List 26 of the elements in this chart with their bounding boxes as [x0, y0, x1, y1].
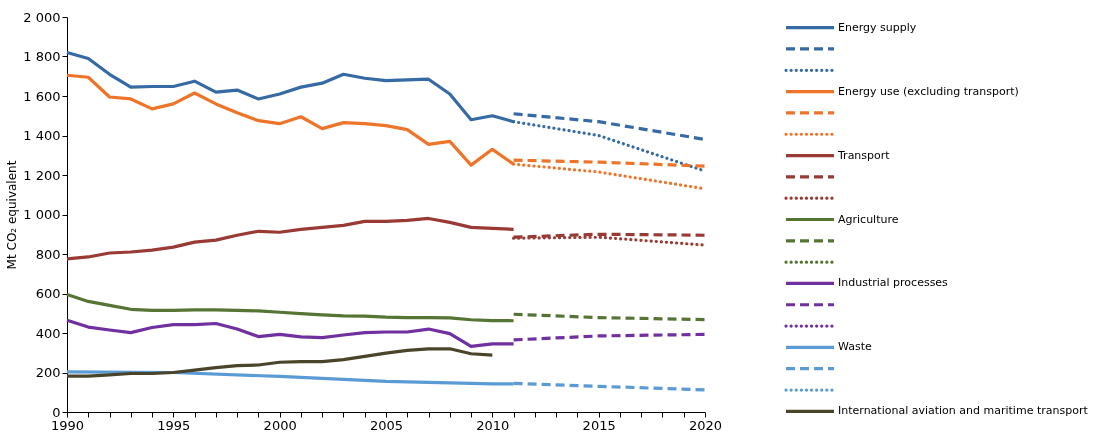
y-tick-label: 1 600: [23, 88, 61, 104]
legend-label: Transport: [837, 148, 891, 162]
x-tick-label: 2015: [582, 417, 616, 433]
legend-label: Energy supply: [838, 20, 917, 34]
legend-label: Agriculture: [838, 212, 899, 226]
y-tick-label: 2 000: [23, 9, 61, 25]
x-tick-label: 1995: [157, 417, 191, 433]
legend-label: International aviation and maritime transport: [838, 404, 1089, 418]
x-tick-label: 2020: [688, 417, 723, 433]
y-axis-title: Mt CO₂ equivalent: [5, 160, 20, 270]
y-tick-label: 0: [52, 404, 61, 420]
y-tick-label: 1 800: [23, 49, 61, 64]
x-tick-label: 2000: [263, 417, 297, 433]
y-tick-label: 800: [35, 246, 61, 262]
legend-label: Waste: [838, 340, 872, 354]
x-tick-label: 1990: [50, 417, 85, 433]
y-tick-label: 200: [35, 365, 61, 380]
y-tick-label: 600: [35, 286, 61, 301]
legend-label: Energy use (excluding transport): [838, 84, 1019, 98]
legend-label: Industrial processes: [838, 276, 949, 290]
x-tick-label: 2010: [476, 417, 510, 433]
y-tick-label: 1 400: [23, 128, 61, 143]
x-tick-label: 2005: [369, 417, 404, 433]
y-tick-label: 400: [35, 325, 61, 341]
y-tick-label: 1 000: [23, 207, 61, 222]
y-tick-label: 1 200: [23, 167, 61, 183]
